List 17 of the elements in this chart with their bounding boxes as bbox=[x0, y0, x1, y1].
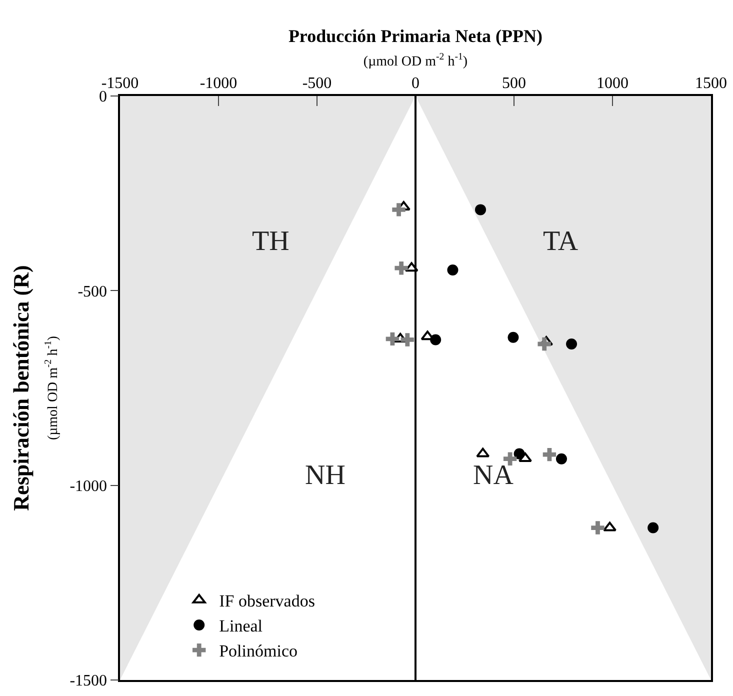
legend-label: Polinómico bbox=[219, 642, 298, 661]
x-tick-label: -1000 bbox=[200, 74, 238, 92]
legend-label: Lineal bbox=[219, 616, 263, 636]
x-tick-label: 1000 bbox=[596, 74, 628, 92]
x-tick-label: 500 bbox=[502, 74, 526, 92]
legend-label: IF observados bbox=[219, 592, 315, 610]
x-tick-label: 1500 bbox=[695, 74, 727, 92]
annotation: TA bbox=[543, 226, 579, 257]
y-tick-label: -1500 bbox=[70, 672, 108, 690]
annotation: NA bbox=[473, 460, 514, 491]
x-tick-label: 0 bbox=[412, 74, 420, 92]
y-tick-label: -1000 bbox=[70, 478, 108, 495]
y-tick-label: -500 bbox=[78, 283, 108, 300]
annotation: NH bbox=[305, 460, 346, 491]
x-tick-label: -500 bbox=[302, 74, 332, 92]
x-axis-title: Producción Primaria Neta (PPN) (µmol OD m$^{-2}$ h$^{-1}$) bbox=[288, 26, 543, 70]
annotation: TH bbox=[252, 226, 290, 257]
